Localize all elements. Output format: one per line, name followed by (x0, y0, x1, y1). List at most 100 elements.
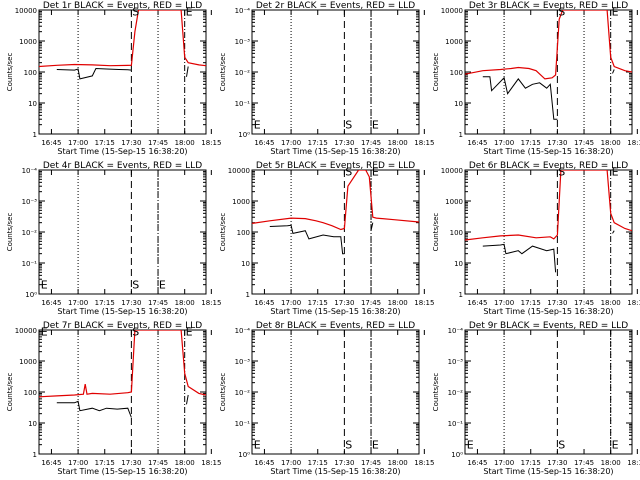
x-tick-label: 17:00 (68, 299, 88, 307)
x-tick-label: 18:00 (388, 139, 408, 147)
y-axis-label: Counts/sec (6, 53, 14, 92)
x-axis-label: Start Time (15-Sep-15 16:38:20) (57, 147, 187, 156)
x-tick-label: 18:00 (175, 139, 195, 147)
y-tick-label: 1000 (19, 38, 37, 46)
events-series-line (56, 67, 132, 80)
y-tick-label: 1 (246, 291, 250, 299)
panel-title: Det 6r BLACK = Events, RED = LLD (469, 161, 628, 171)
x-tick-label: 18:15 (627, 299, 640, 307)
x-axis-label: Start Time (15-Sep-15 16:38:20) (483, 467, 613, 476)
x-tick-label: 18:15 (627, 459, 640, 467)
detector-panel-3: Det 3r BLACK = Events, RED = LLD 1 10 100 10… (432, 1, 640, 156)
marker-label: E (186, 325, 193, 338)
y-axis-label: Counts/sec (219, 373, 227, 412)
y-tick-label: 1 (33, 131, 37, 139)
x-tick-label: 17:30 (547, 459, 567, 467)
events-series-line (612, 230, 615, 234)
x-tick-label: 16:45 (254, 139, 274, 147)
events-series-line (186, 66, 189, 77)
x-tick-label: 17:00 (494, 459, 514, 467)
x-tick-label: 16:45 (467, 299, 487, 307)
x-tick-label: 18:15 (414, 139, 434, 147)
y-tick-label: 1 (33, 451, 37, 459)
detector-panel-4: Det 4r BLACK = Events, RED = LLD 10⁰ 10⁻¹ 1… (6, 161, 221, 316)
plot-frame (251, 329, 420, 455)
marker-label: E (41, 325, 48, 338)
x-tick-label: 17:15 (521, 459, 541, 467)
panel-title: Det 7r BLACK = Events, RED = LLD (43, 321, 202, 331)
y-tick-label: 10⁻⁴ (235, 7, 251, 15)
marker-label: E (372, 165, 379, 178)
y-tick-label: 100 (24, 389, 37, 397)
x-tick-label: 16:45 (41, 299, 61, 307)
y-tick-label: 10⁻² (448, 389, 464, 397)
x-tick-label: 17:00 (68, 459, 88, 467)
y-axis-label: Counts/sec (432, 213, 440, 252)
panel-title: Det 2r BLACK = Events, RED = LLD (256, 1, 415, 11)
x-tick-label: 17:30 (334, 459, 354, 467)
x-tick-label: 17:00 (281, 459, 301, 467)
events-series-line (269, 224, 345, 255)
plot-frame (464, 329, 633, 455)
detector-panel-8: Det 8r BLACK = Events, RED = LLD 10⁰ 10⁻¹ 1… (219, 321, 434, 476)
detector-panel-2: Det 2r BLACK = Events, RED = LLD 10⁰ 10⁻¹ 1… (219, 1, 434, 156)
x-tick-label: 17:45 (148, 299, 168, 307)
x-tick-label: 17:15 (95, 139, 115, 147)
x-tick-label: 16:45 (41, 459, 61, 467)
x-tick-label: 16:45 (467, 459, 487, 467)
marker-label: S (345, 439, 352, 452)
x-tick-label: 17:15 (521, 139, 541, 147)
x-tick-label: 17:45 (574, 459, 594, 467)
events-series-line (612, 69, 615, 74)
y-tick-label: 10 (28, 420, 37, 428)
panel-title: Det 4r BLACK = Events, RED = LLD (43, 161, 202, 171)
y-tick-label: 10000 (441, 167, 463, 175)
y-tick-label: 10⁰ (451, 451, 463, 459)
x-tick-label: 17:45 (361, 299, 381, 307)
x-tick-label: 16:45 (254, 459, 274, 467)
detector-panel-1: Det 1r BLACK = Events, RED = LLD 1 10 100 10… (6, 1, 221, 156)
events-series-line (482, 243, 557, 273)
marker-label: E (612, 439, 619, 452)
x-tick-label: 18:00 (601, 139, 621, 147)
x-tick-label: 18:00 (601, 299, 621, 307)
plot-frame (38, 169, 207, 295)
marker-label: E (159, 279, 166, 292)
events-series-line (370, 222, 374, 231)
marker-label: S (132, 325, 139, 338)
y-tick-label: 10⁰ (238, 451, 250, 459)
plot-frame (464, 169, 633, 295)
x-tick-label: 17:30 (121, 299, 141, 307)
x-tick-label: 17:15 (521, 299, 541, 307)
events-series-line (482, 76, 558, 120)
y-tick-label: 1000 (19, 358, 37, 366)
marker-label: S (558, 165, 565, 178)
y-tick-label: 1 (459, 131, 463, 139)
y-axis-label: Counts/sec (219, 53, 227, 92)
x-tick-label: 18:15 (414, 459, 434, 467)
x-tick-label: 17:45 (574, 299, 594, 307)
x-tick-label: 18:00 (601, 459, 621, 467)
y-tick-label: 1000 (445, 38, 463, 46)
y-tick-label: 100 (237, 229, 250, 237)
x-tick-label: 17:00 (281, 299, 301, 307)
panel-title: Det 9r BLACK = Events, RED = LLD (469, 321, 628, 331)
y-axis-label: Counts/sec (432, 53, 440, 92)
x-tick-label: 16:45 (254, 299, 274, 307)
marker-label: E (467, 439, 474, 452)
y-tick-label: 100 (24, 69, 37, 77)
events-series-line (186, 394, 189, 405)
y-tick-label: 10⁻² (235, 389, 251, 397)
y-tick-label: 10⁻⁴ (22, 167, 38, 175)
x-tick-label: 17:30 (334, 299, 354, 307)
y-axis-label: Counts/sec (6, 373, 14, 412)
x-axis-label: Start Time (15-Sep-15 16:38:20) (270, 467, 400, 476)
y-tick-label: 10 (454, 260, 463, 268)
y-tick-label: 1 (459, 291, 463, 299)
y-tick-label: 1000 (445, 198, 463, 206)
marker-label: E (372, 119, 379, 132)
plot-frame (38, 329, 207, 455)
y-tick-label: 10⁻¹ (235, 100, 251, 108)
x-tick-label: 17:45 (148, 139, 168, 147)
